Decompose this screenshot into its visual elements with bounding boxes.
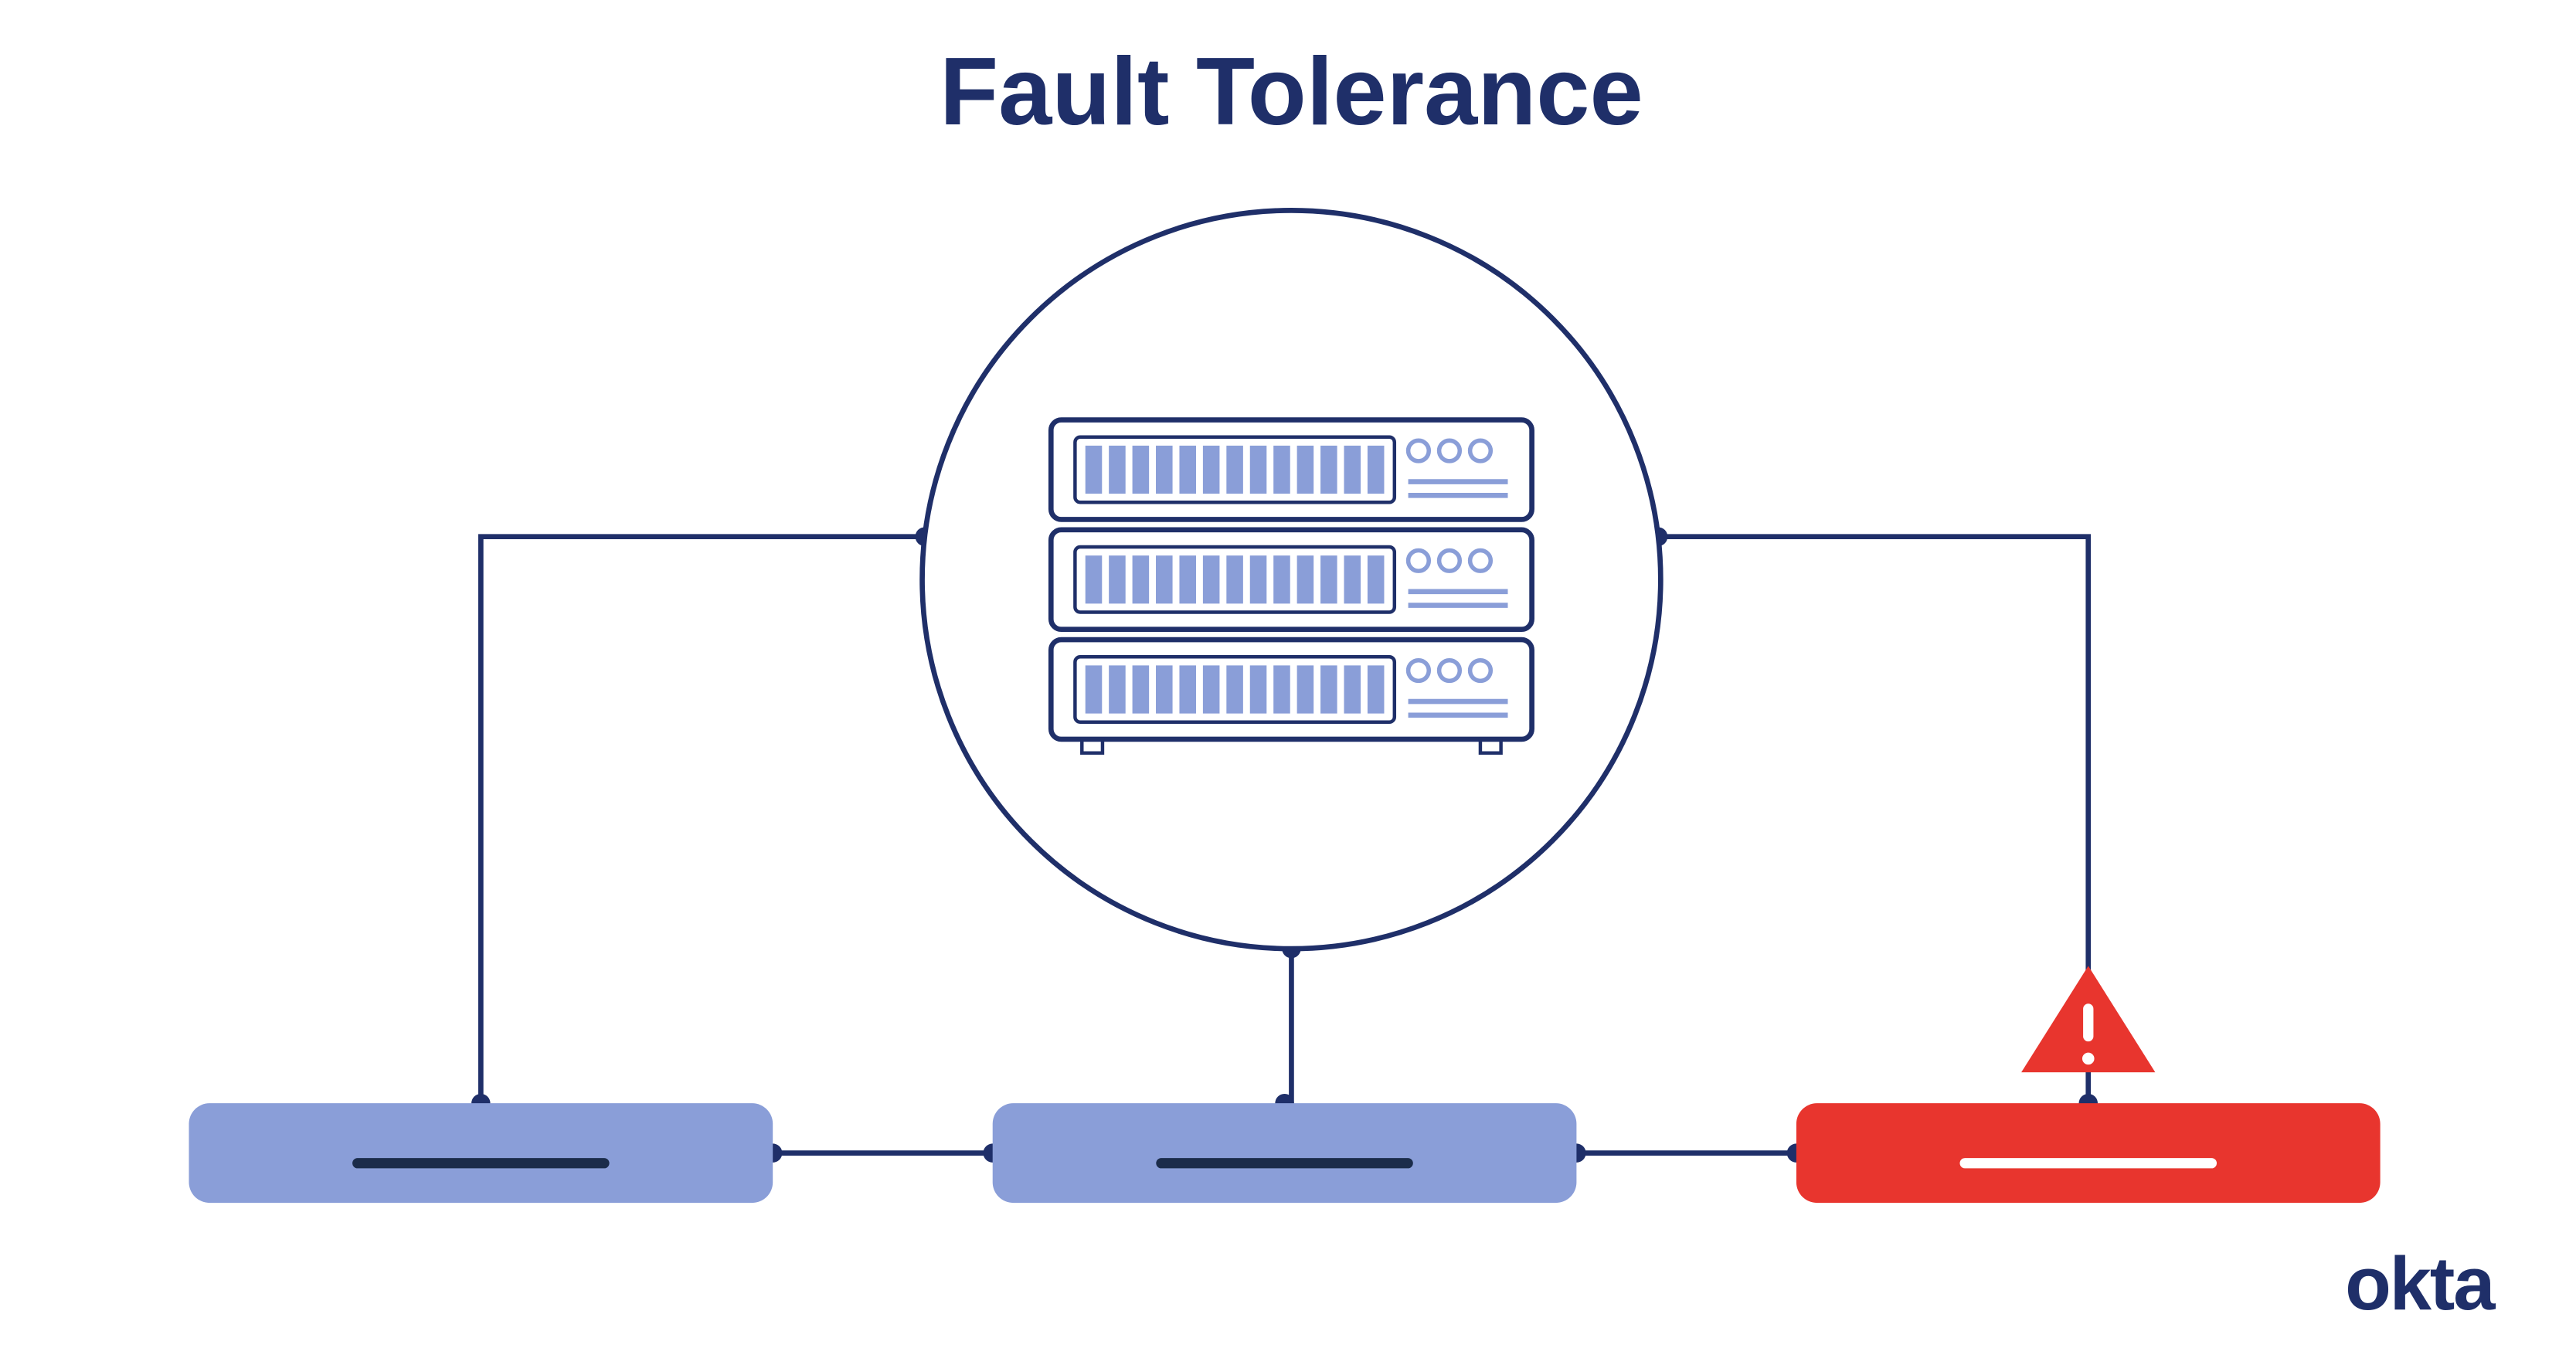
- server-unit: [1051, 420, 1531, 520]
- page-title: Fault Tolerance: [940, 38, 1643, 145]
- central-server: [923, 210, 1661, 949]
- server-unit: [1051, 530, 1531, 630]
- node-ok: [189, 1103, 773, 1203]
- server-unit: [1051, 640, 1531, 753]
- node-ok: [993, 1103, 1577, 1203]
- logo-text: okta: [2345, 1241, 2496, 1326]
- fault-tolerance-diagram: Fault Tolerance okta: [0, 0, 2576, 1348]
